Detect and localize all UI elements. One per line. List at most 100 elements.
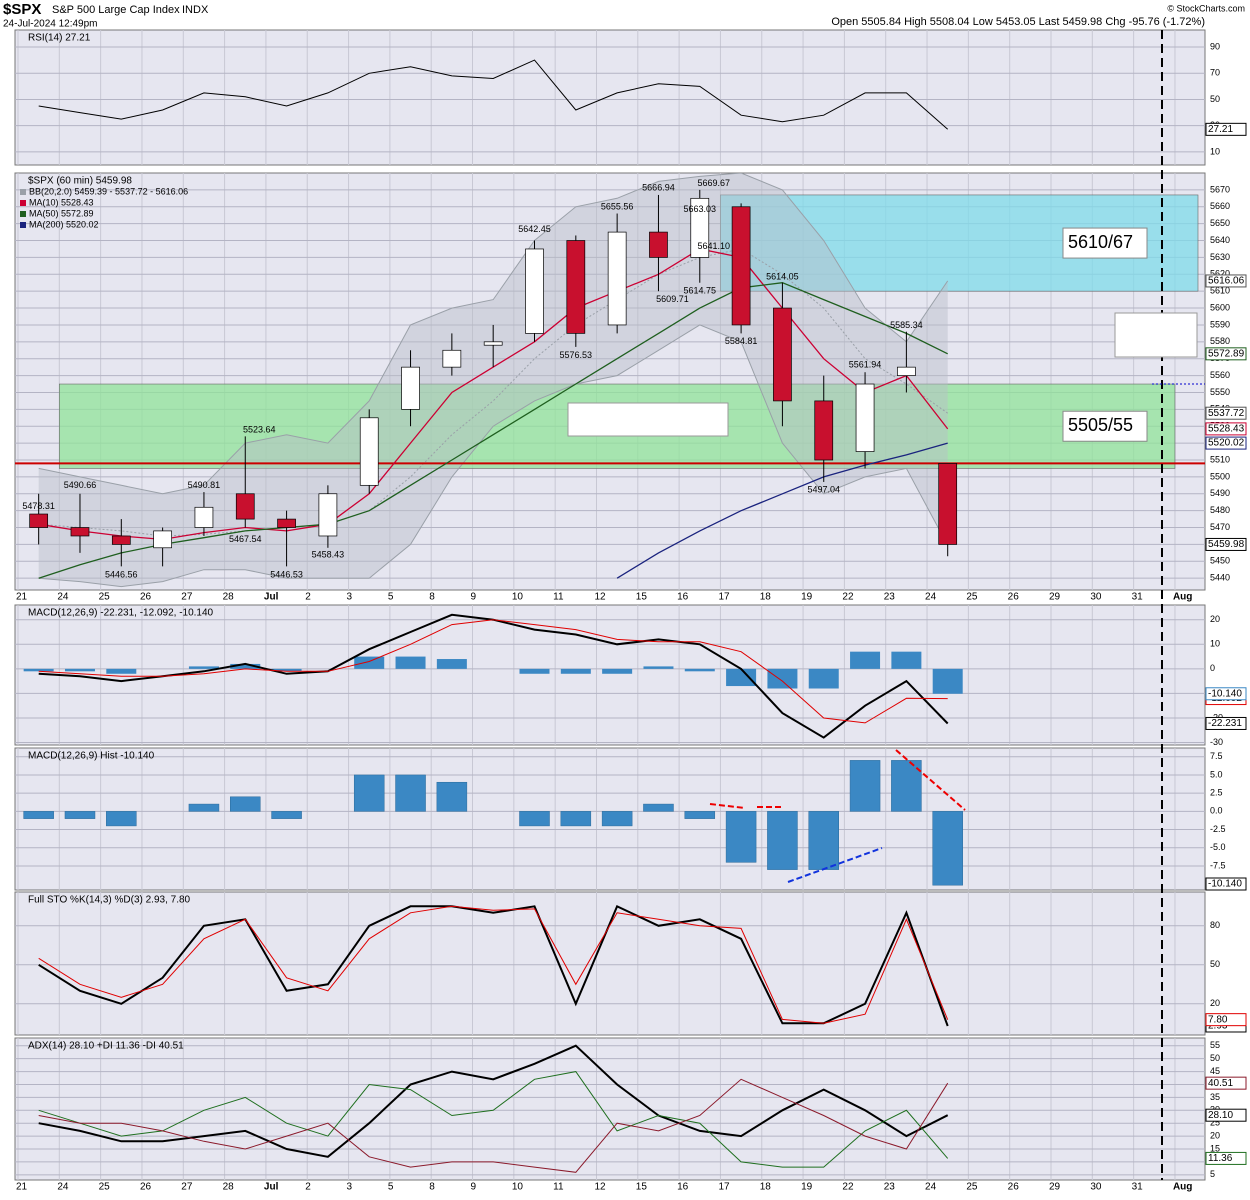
x-tick-label: 30 [1090,1182,1102,1193]
annotation-box [1114,312,1198,358]
histogram-bar [436,659,467,669]
x-tick-label: 12 [594,592,606,603]
histogram-bar [23,668,54,672]
y-tick-label: 25 [1210,1118,1220,1128]
y-tick-label: 5440 [1210,573,1230,583]
x-tick-label: 8 [429,1182,435,1193]
indicator-line [38,619,948,724]
histogram-bar [106,668,137,674]
y-tick-label: 50 [1210,94,1220,104]
panel-title: RSI(14) 27.21 [28,33,91,44]
bar [271,811,302,819]
indicator-line [38,904,949,1027]
zone-label-box [1062,410,1148,442]
bar [767,811,798,870]
candle-body [525,248,544,334]
x-tick-label: 17 [718,592,730,603]
x-tick-label: 10 [512,1182,524,1193]
y-tick-label: 90 [1210,41,1220,51]
y-tick-label: 5670 [1210,184,1230,194]
x-tick-label: 26 [140,592,152,603]
zone-label-box [1062,227,1148,259]
x-tick-label: 27 [181,1182,193,1193]
candle-body [483,341,503,346]
x-tick-label: 12 [594,1182,606,1193]
histogram-bar [808,668,839,689]
x-tick-label: 19 [801,592,813,603]
x-tick-label: 2 [305,592,311,603]
bar [643,803,674,812]
x-tick-label: 25 [99,592,111,603]
panel-title: MACD(12,26,9) -22.231, -12.092, -10.140 [28,608,214,619]
point-label: 5467.54 [229,534,262,544]
histogram-bar [519,668,550,674]
bar [849,760,881,812]
point-label: 5614.75 [684,286,717,296]
last-value-label: 11.36 [1208,1153,1233,1164]
last-value-label: 7.80 [1208,1014,1228,1025]
point-label: 5490.81 [188,480,221,490]
x-tick-label: 19 [801,1182,813,1193]
point-label: 5641.10 [698,241,731,251]
y-tick-label: 80 [1210,920,1220,930]
last-value-label: 28.10 [1208,1110,1233,1121]
candle-body [442,349,462,368]
last-value-box [1205,1151,1247,1165]
last-value-label: 27.21 [1208,124,1233,135]
x-tick-label: 23 [884,592,896,603]
last-value-box [1205,716,1247,730]
bar [808,811,839,870]
legend-label: BB(20,2.0) 5459.39 - 5537.72 - 5616.06 [29,186,188,196]
last-value-label: -10.140 [1208,688,1242,699]
legend-swatch [20,211,26,217]
x-tick-label: 26 [1008,1182,1020,1193]
x-tick-label: 21 [16,592,28,603]
annotation-box [567,402,729,437]
point-label: 5584.81 [725,336,758,346]
histogram-bar [602,668,633,674]
bar [932,811,963,886]
point-label: 5478.31 [22,501,55,511]
candle-body [111,535,131,545]
x-tick-label: Jul [264,1182,279,1193]
candle-body [29,513,49,528]
symbol: $SPX [3,1,41,18]
overlay [567,30,1205,1180]
x-tick-label: 25 [966,1182,978,1193]
y-tick-label: -7.5 [1210,860,1226,870]
candle-body [855,383,875,452]
candle-body [235,493,255,520]
panel [14,1037,1206,1181]
y-tick-label: 5490 [1210,488,1230,498]
point-label: 5609.71 [656,294,689,304]
x-tick-label: 16 [677,1182,689,1193]
bar [519,811,550,827]
x-tick-label: 3 [347,1182,353,1193]
x-tick-label: 25 [99,1182,111,1193]
candle-body [649,231,668,258]
last-value-label: 40.51 [1208,1078,1233,1089]
last-value-label: 5528.43 [1208,424,1245,435]
indicator-line [38,1078,949,1173]
x-tick-label: 22 [842,1182,854,1193]
y-tick-label: 5580 [1210,336,1230,346]
x-tick-label: 24 [925,592,937,603]
quote: Open 5505.84 High 5508.04 Low 5453.05 La… [831,16,1205,28]
x-tick-label: 3 [347,592,353,603]
legend-swatch [20,200,26,206]
y-tick-label: 5470 [1210,522,1230,532]
y-tick-label: 5610 [1210,286,1230,296]
date: 24-Jul-2024 12:49pm [3,19,98,30]
y-tick-label: 7.5 [1210,751,1223,761]
y-tick-label: 5630 [1210,252,1230,262]
y-tick-label: -2.5 [1210,824,1226,834]
candle-body [690,197,710,258]
y-tick-label: 70 [1210,68,1220,78]
x-tick-label: 25 [966,592,978,603]
panel-title: MACD(12,26,9) Hist -10.140 [28,751,155,762]
point-label: 5585.34 [890,320,923,330]
x-tick-label: Aug [1173,1182,1192,1193]
y-tick-label: -30 [1210,737,1223,747]
